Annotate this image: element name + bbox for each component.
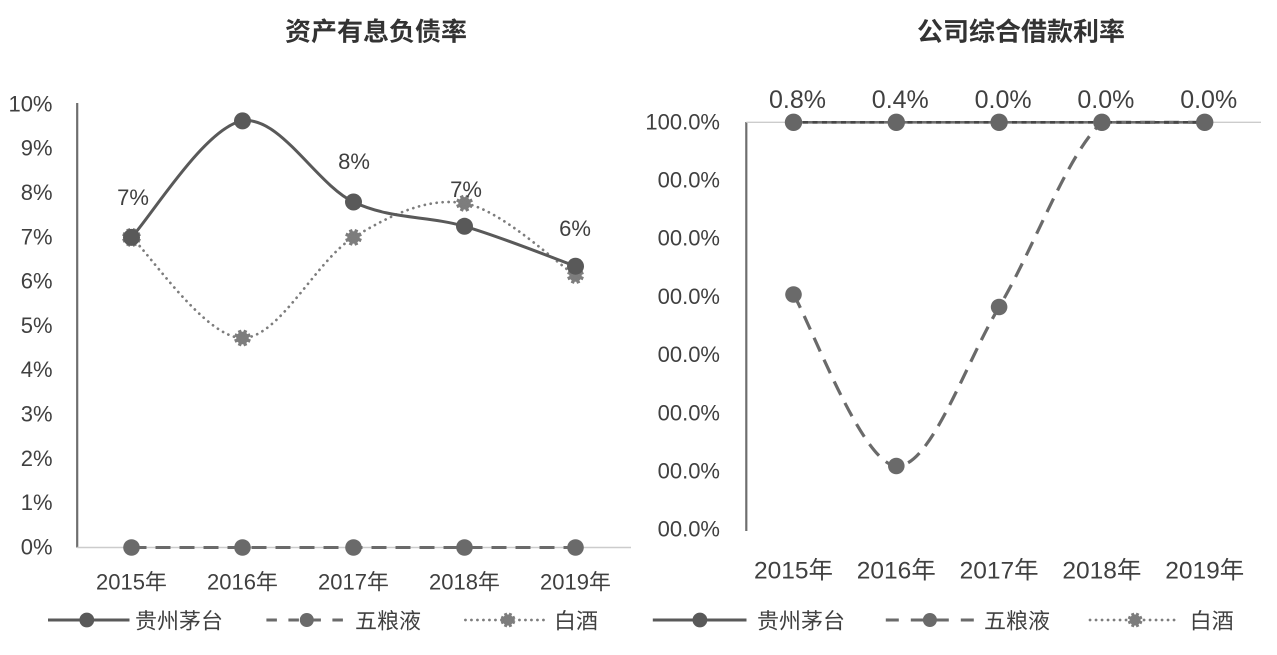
svg-text:2017: 2017 <box>318 570 367 595</box>
svg-text:2016: 2016 <box>857 558 912 585</box>
svg-text:0.0%: 0.0% <box>975 86 1032 114</box>
svg-text:9%: 9% <box>21 136 53 161</box>
svg-text:2019: 2019 <box>1165 558 1220 585</box>
svg-text:7%: 7% <box>117 185 149 210</box>
svg-text:8%: 8% <box>338 149 370 174</box>
svg-text:00.0%: 00.0% <box>658 226 720 251</box>
svg-text:00.0%: 00.0% <box>658 459 720 484</box>
svg-text:2%: 2% <box>21 446 53 471</box>
svg-text:4%: 4% <box>21 357 53 382</box>
svg-text:10%: 10% <box>8 91 52 116</box>
svg-text:2017: 2017 <box>960 558 1015 585</box>
svg-text:7%: 7% <box>21 224 53 249</box>
svg-text:00.0%: 00.0% <box>658 284 720 309</box>
svg-text:0%: 0% <box>21 534 53 559</box>
svg-text:7%: 7% <box>450 177 482 202</box>
svg-text:3%: 3% <box>21 402 53 427</box>
svg-text:00.0%: 00.0% <box>658 342 720 367</box>
svg-text:0.0%: 0.0% <box>1180 86 1237 114</box>
svg-text:0.0%: 0.0% <box>1077 86 1134 114</box>
svg-text:2015: 2015 <box>754 558 809 585</box>
svg-text:6%: 6% <box>21 269 53 294</box>
svg-text:2016: 2016 <box>207 570 256 595</box>
svg-text:0.4%: 0.4% <box>872 86 929 114</box>
svg-text:5%: 5% <box>21 313 53 338</box>
svg-text:2018: 2018 <box>429 570 478 595</box>
svg-text:2018: 2018 <box>1062 558 1117 585</box>
svg-text:2015: 2015 <box>96 570 145 595</box>
svg-text:1%: 1% <box>21 490 53 515</box>
svg-text:00.0%: 00.0% <box>658 400 720 425</box>
svg-text:2019: 2019 <box>540 570 589 595</box>
svg-text:6%: 6% <box>559 216 591 241</box>
svg-text:100.0%: 100.0% <box>645 109 720 134</box>
svg-text:00.0%: 00.0% <box>658 517 720 542</box>
svg-text:0.8%: 0.8% <box>769 86 826 114</box>
svg-text:8%: 8% <box>21 180 53 205</box>
svg-text:00.0%: 00.0% <box>658 168 720 193</box>
